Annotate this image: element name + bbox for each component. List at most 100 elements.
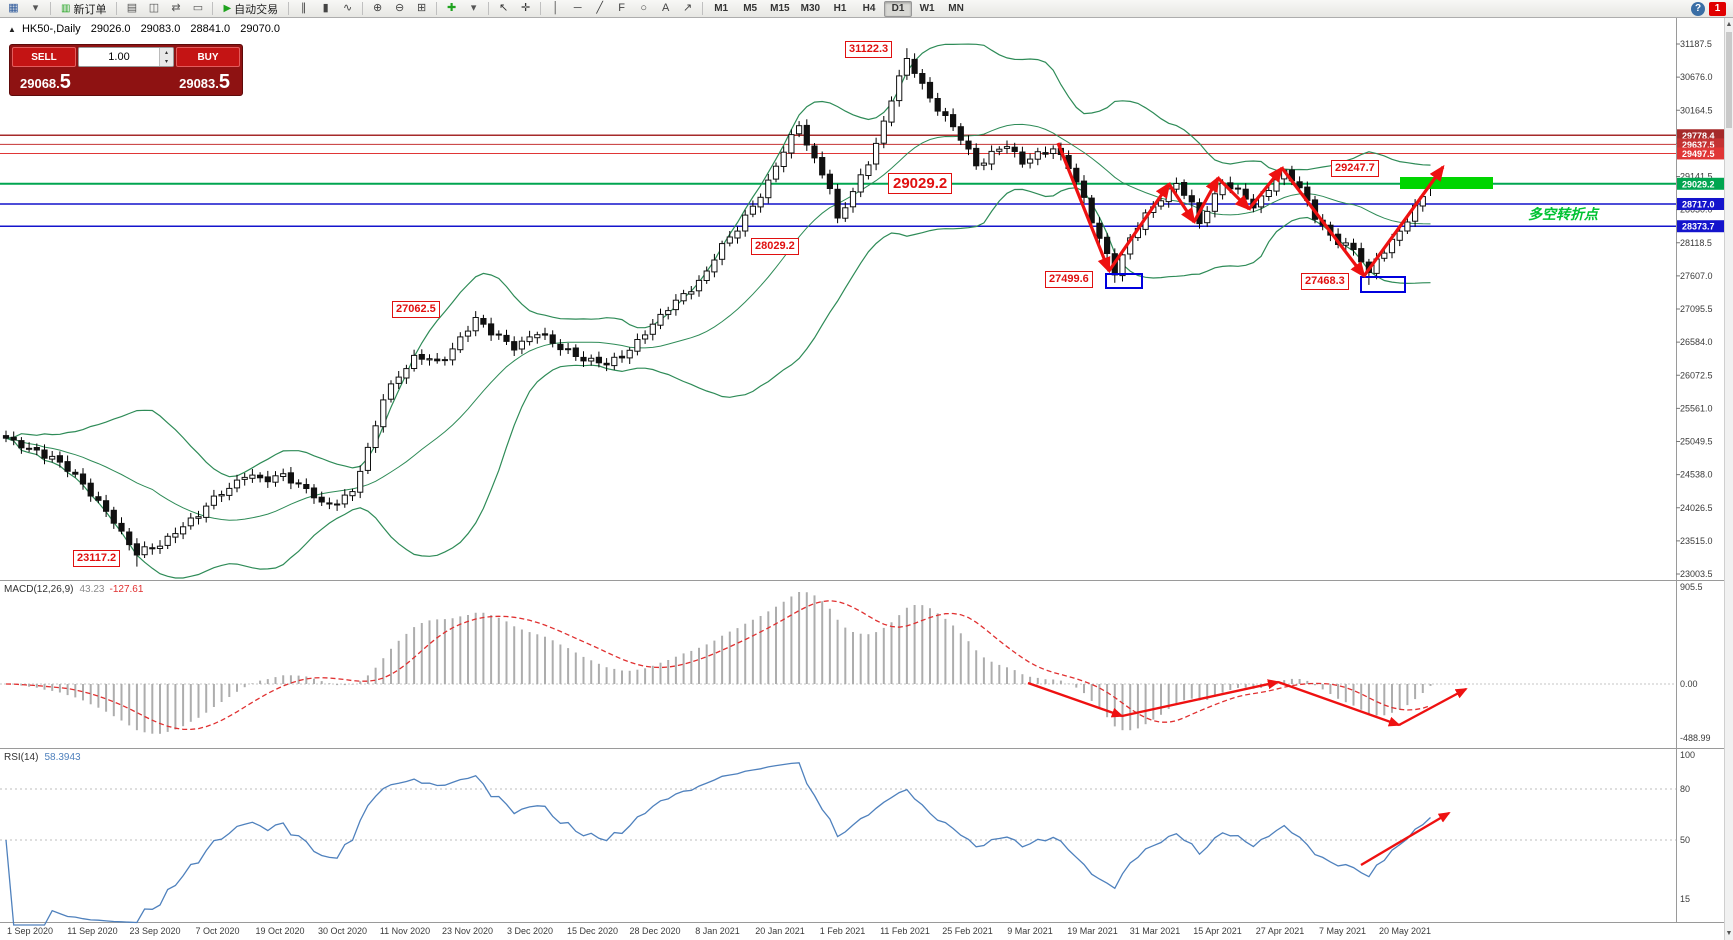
volume-box: ▴ ▾ [78, 47, 174, 67]
timeframe-M5[interactable]: M5 [743, 2, 758, 14]
svg-text:905.5: 905.5 [1680, 582, 1703, 592]
timeframe-H4[interactable]: H4 [862, 2, 876, 14]
price-callout[interactable]: 29247.7 [1331, 160, 1379, 177]
svg-text:8 Jan 2021: 8 Jan 2021 [695, 926, 740, 936]
ohlc-low: 28841.0 [190, 23, 231, 35]
market-watch-icon[interactable]: ▤ [126, 2, 138, 14]
date-axis[interactable]: 1 Sep 2020 11 Sep 2020 23 Sep 2020 7 Oct 20… [7, 926, 1431, 936]
volume-up-button[interactable]: ▴ [160, 48, 173, 57]
timeframe-D1[interactable]: D1 [884, 0, 913, 17]
price-callout[interactable]: 28029.2 [751, 238, 799, 255]
navigator-icon[interactable]: ⇄ [171, 2, 181, 14]
trend-arrows[interactable] [1027, 142, 1468, 867]
chart-info-line: ▲ HK50-,Daily 29026.0 29083.0 28841.0 29… [8, 23, 280, 35]
volume-input[interactable] [79, 48, 159, 66]
timeframe-M15[interactable]: M15 [770, 2, 790, 14]
timeframe-MN[interactable]: MN [948, 2, 964, 14]
breakout-boxes[interactable] [1105, 273, 1406, 293]
help-icon[interactable]: ? [1691, 1, 1705, 16]
scroll-up-arrow[interactable]: ▲ [1725, 21, 1733, 28]
new-order-button[interactable]: ▥ 新订单 [55, 1, 112, 16]
rsi-indicator-label: RSI(14) 58.3943 [4, 752, 81, 763]
price-callout[interactable]: 27499.6 [1045, 271, 1093, 288]
svg-text:11 Feb 2021: 11 Feb 2021 [880, 926, 930, 936]
volume-down-button[interactable]: ▾ [160, 57, 173, 66]
price-callout[interactable]: 27062.5 [392, 301, 440, 318]
macd-pane: 905.5 0.00 -488.99 [0, 582, 1711, 743]
crosshair-icon[interactable]: ✛ [521, 2, 531, 14]
svg-text:19 Mar 2021: 19 Mar 2021 [1067, 926, 1118, 936]
timeframe-M1[interactable]: M1 [714, 2, 729, 14]
toolbar-separator [702, 2, 704, 15]
buy-price-big-digit: 5 [218, 71, 230, 93]
horizontal-line-icon[interactable]: ─ [573, 2, 582, 14]
svg-text:100: 100 [1680, 750, 1695, 760]
zoom-out-icon[interactable]: ⊖ [395, 2, 405, 14]
cursor-icon[interactable]: ↖ [499, 2, 509, 14]
autotrade-button-label: 自动交易 [234, 3, 279, 16]
timeframe-M30[interactable]: M30 [800, 2, 821, 14]
vertical-line-icon[interactable]: │ [552, 2, 560, 14]
trendline-icon[interactable]: ╱ [596, 2, 603, 14]
new-chart-icon[interactable]: ▦ [8, 2, 19, 14]
data-window-icon[interactable]: ◫ [148, 2, 160, 14]
sell-price-main: 29068. [20, 76, 60, 91]
svg-text:-488.99: -488.99 [1680, 733, 1711, 743]
svg-text:28 Dec 2020: 28 Dec 2020 [629, 926, 680, 936]
shapes-icon[interactable]: ○ [640, 2, 647, 14]
notification-badge[interactable]: 1 [1709, 1, 1726, 16]
fibonacci-icon[interactable]: F [618, 2, 626, 14]
turning-point-note[interactable]: 多空转折点 [1528, 206, 1598, 222]
indicators-icon[interactable]: ✚ [447, 2, 457, 14]
arrows-icon[interactable]: ↗ [683, 2, 693, 14]
svg-text:1 Feb 2021: 1 Feb 2021 [820, 926, 866, 936]
svg-text:29778.4: 29778.4 [1682, 131, 1715, 141]
buy-button[interactable]: BUY [176, 47, 240, 67]
svg-text:25 Feb 2021: 25 Feb 2021 [942, 926, 993, 936]
price-callout[interactable]: 23117.2 [73, 550, 121, 567]
svg-text:27607.0: 27607.0 [1680, 271, 1713, 281]
price-callout[interactable]: 31122.3 [845, 41, 893, 58]
rsi-pane: 100 80 50 15 [0, 750, 1695, 926]
templates-icon[interactable]: ▾ [470, 2, 477, 14]
svg-text:23 Sep 2020: 23 Sep 2020 [129, 926, 180, 936]
price-callout[interactable]: 29029.2 [888, 173, 953, 194]
vertical-scrollbar[interactable]: ▲ ▼ [1724, 18, 1733, 940]
svg-text:28717.0: 28717.0 [1682, 199, 1715, 209]
line-chart-icon[interactable]: ∿ [343, 2, 353, 14]
sell-price[interactable]: 29068.5 [20, 72, 71, 94]
svg-text:31187.5: 31187.5 [1680, 39, 1712, 49]
sell-button[interactable]: SELL [12, 47, 76, 67]
timeframe-H1[interactable]: H1 [833, 2, 847, 14]
buy-price[interactable]: 29083.5 [179, 72, 230, 94]
candlestick-icon[interactable]: ▮ [322, 2, 329, 14]
price-axis[interactable]: 31187.530676.030164.529653.029141.528630… [1676, 39, 1713, 579]
oneclick-toggle[interactable]: ▲ [8, 25, 16, 34]
toolbar-separator [540, 2, 542, 15]
bar-chart-icon[interactable]: ∥ [300, 2, 307, 14]
svg-text:27095.5: 27095.5 [1680, 304, 1713, 314]
scrollbar-thumb[interactable] [1726, 32, 1732, 128]
bollinger-bands [5, 43, 1431, 579]
text-label-icon[interactable]: A [661, 2, 670, 14]
profiles-icon[interactable]: ▾ [32, 2, 39, 14]
svg-text:20 Jan 2021: 20 Jan 2021 [755, 926, 805, 936]
toolbar-separator [362, 2, 364, 15]
svg-text:3 Dec 2020: 3 Dec 2020 [507, 926, 553, 936]
scroll-down-arrow[interactable]: ▼ [1725, 930, 1733, 937]
toolbar-separator [116, 2, 118, 15]
toolbar-groups: ▦ ▾ ▥ 新订单 ▤ ◫ ⇄ ▭ ▶ 自动交易 ∥ ▮ ∿ ⊕ ⊖ ⊞ ✚ ▾ ↖ ✛ │ ─ ╱ F ○ A ↗ [3, 0, 698, 17]
svg-text:27 Apr 2021: 27 Apr 2021 [1256, 926, 1305, 936]
timeframe-W1[interactable]: W1 [919, 2, 935, 14]
svg-text:30164.5: 30164.5 [1680, 105, 1713, 115]
terminal-icon[interactable]: ▭ [192, 2, 204, 14]
autotrade-button[interactable]: ▶ 自动交易 [217, 1, 284, 16]
zoom-in-icon[interactable]: ⊕ [373, 2, 383, 14]
price-callout[interactable]: 27468.3 [1301, 273, 1349, 290]
highlight-zone[interactable] [1400, 177, 1493, 189]
tile-windows-icon[interactable]: ⊞ [417, 2, 427, 14]
